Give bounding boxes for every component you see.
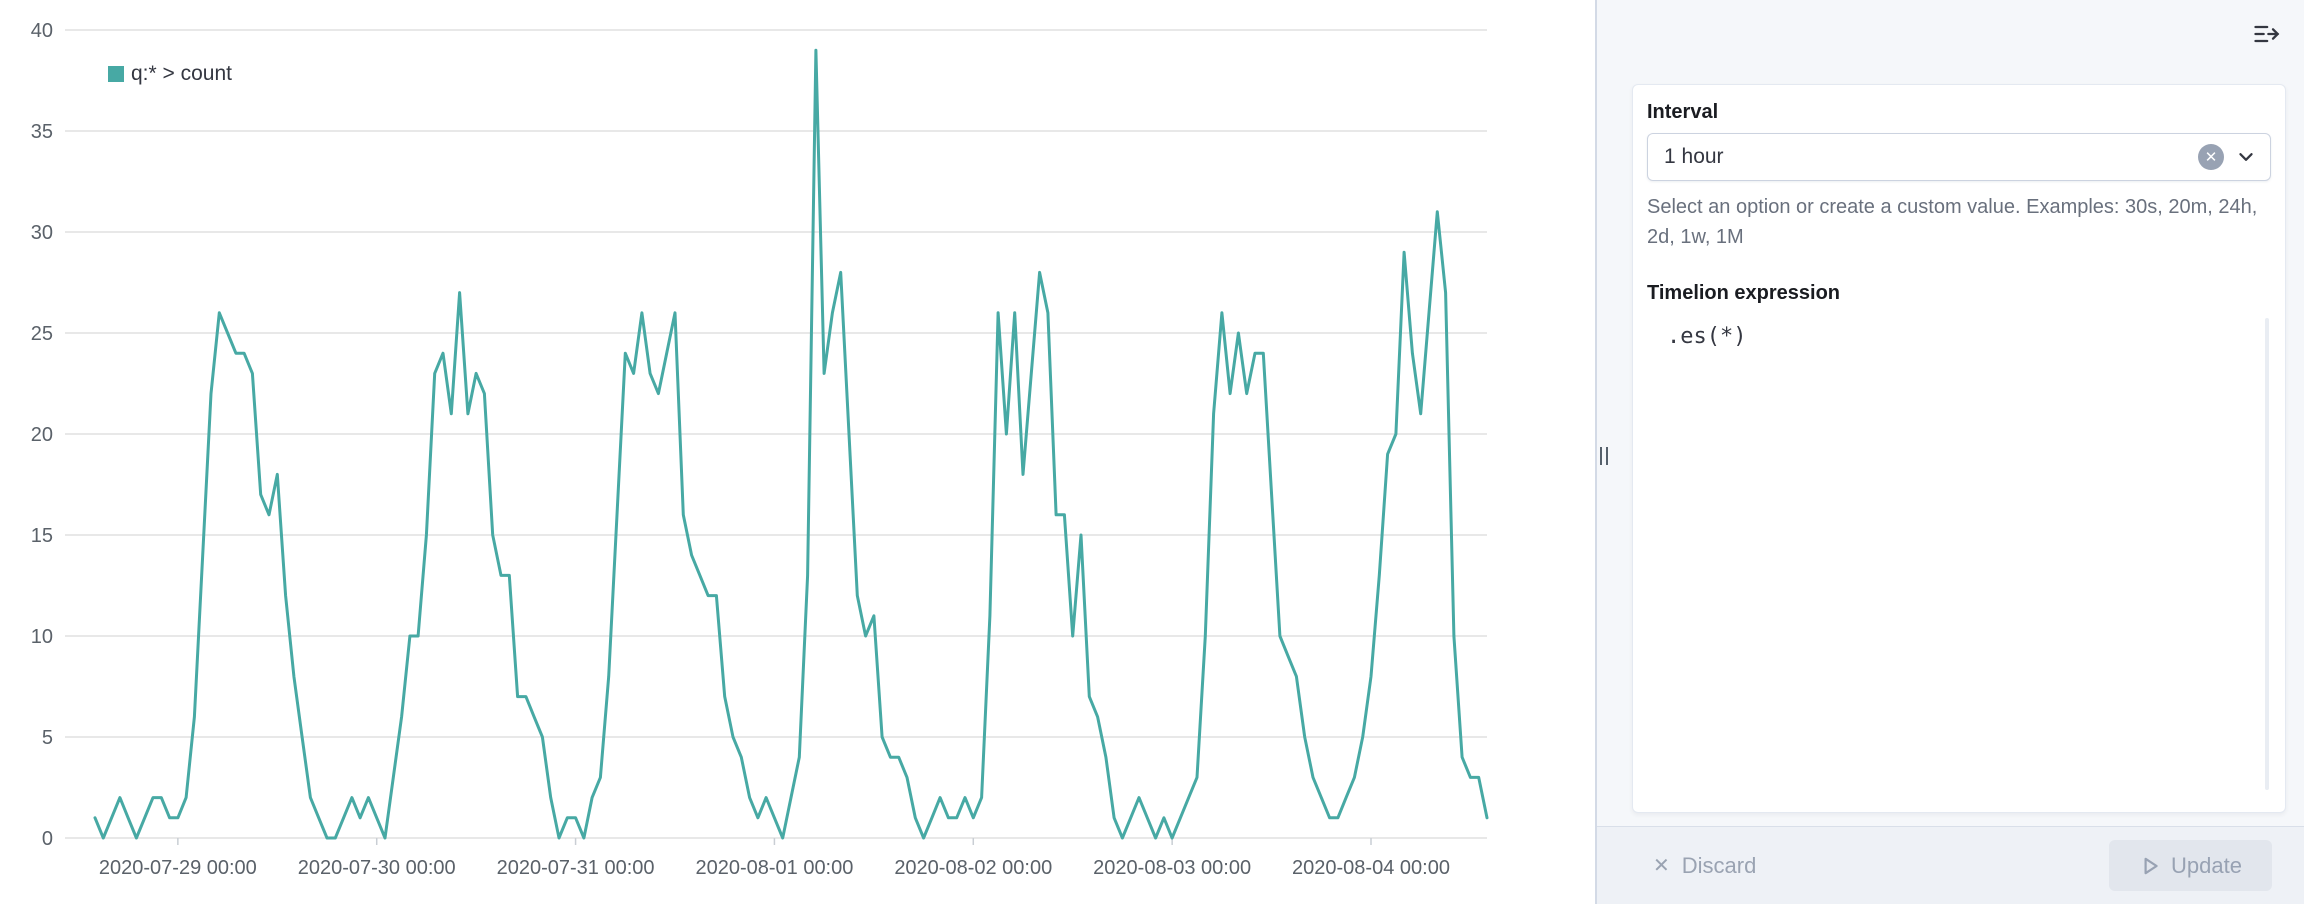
y-tick-label: 40	[31, 20, 53, 42]
clear-selection-icon[interactable]: ✕	[2198, 144, 2224, 170]
x-tick-label: 2020-07-30 00:00	[298, 857, 456, 879]
update-button[interactable]: Update	[2109, 840, 2272, 891]
y-tick-label: 20	[31, 424, 53, 446]
x-tick-label: 2020-08-01 00:00	[695, 857, 853, 879]
interval-combobox[interactable]: 1 hour ✕	[1647, 133, 2271, 181]
expression-label: Timelion expression	[1647, 282, 1841, 304]
legend-label: q:* > count	[131, 62, 232, 85]
legend-swatch-icon	[108, 66, 124, 82]
discard-button[interactable]: ✕ Discard	[1653, 853, 1756, 879]
editor-scrollbar[interactable]	[2265, 318, 2269, 790]
chevron-down-icon[interactable]	[2236, 147, 2256, 167]
interval-help-text: Select an option or create a custom valu…	[1647, 196, 2258, 248]
x-tick-label: 2020-07-31 00:00	[497, 857, 655, 879]
play-icon	[2144, 857, 2158, 874]
discard-label: Discard	[1681, 852, 1757, 878]
panel-divider[interactable]	[1595, 0, 1597, 904]
update-label: Update	[2171, 852, 2242, 878]
expression-editor[interactable]: .es(*)	[1647, 314, 2271, 796]
y-tick-label: 15	[31, 525, 53, 547]
interval-value: 1 hour	[1664, 145, 1724, 168]
close-icon: ✕	[1653, 855, 1670, 877]
y-tick-label: 30	[31, 222, 53, 244]
y-tick-label: 0	[42, 828, 53, 850]
chart-legend[interactable]: q:* > count	[108, 62, 232, 86]
expression-form-card: Interval 1 hour ✕ Select an option or cr…	[1632, 84, 2286, 813]
editor-footer: ✕ Discard Update	[1597, 826, 2304, 904]
y-tick-label: 35	[31, 121, 53, 143]
x-tick-label: 2020-08-04 00:00	[1292, 857, 1450, 879]
resize-handle-icon[interactable]	[1594, 440, 1614, 472]
x-tick-label: 2020-07-29 00:00	[99, 857, 257, 879]
x-tick-label: 2020-08-02 00:00	[894, 857, 1052, 879]
chart-pane: 0 5 10 15 20 25 30 35 40 2020-07-29 00:00 2020-07-…	[30, 20, 1489, 879]
series-line	[93, 48, 1489, 840]
editor-side-panel: Interval 1 hour ✕ Select an option or cr…	[1597, 0, 2304, 904]
timeseries-chart: 0 5 10 15 20 25 30 35 40 2020-07-29 00:00 2020-07-…	[31, 20, 1489, 879]
y-tick-label: 25	[31, 323, 53, 345]
y-tick-label: 10	[31, 626, 53, 648]
collapse-panel-icon[interactable]	[2248, 16, 2284, 55]
interval-label: Interval	[1647, 101, 1719, 123]
y-tick-label: 5	[42, 727, 53, 749]
x-tick-label: 2020-08-03 00:00	[1093, 857, 1251, 879]
expression-code[interactable]: .es(*)	[1667, 324, 1747, 349]
